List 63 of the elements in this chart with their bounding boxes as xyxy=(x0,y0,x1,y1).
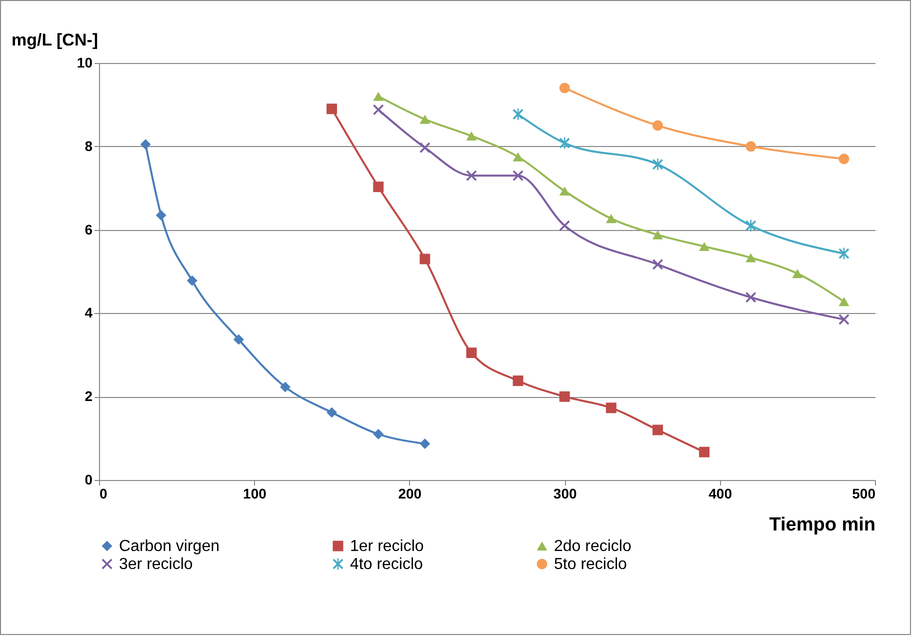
point xyxy=(512,376,524,386)
legend-label: Carbon virgen xyxy=(119,538,220,555)
point xyxy=(280,382,290,392)
point xyxy=(838,314,850,325)
point xyxy=(746,220,756,232)
legend-label: 4to reciclo xyxy=(350,556,424,573)
point xyxy=(373,182,384,192)
point xyxy=(420,114,430,124)
point xyxy=(559,391,570,402)
point xyxy=(746,141,756,152)
y-tick-label: 0 xyxy=(84,472,93,488)
point xyxy=(838,296,850,306)
point xyxy=(559,220,570,231)
point xyxy=(559,186,570,196)
point xyxy=(466,348,477,358)
y-tick-label: 6 xyxy=(84,221,93,238)
point xyxy=(186,275,198,286)
point xyxy=(373,428,384,440)
point xyxy=(233,334,244,345)
point xyxy=(606,402,616,414)
x-tick-label: 0 xyxy=(100,486,108,502)
point xyxy=(156,210,166,220)
point xyxy=(699,446,710,458)
point xyxy=(140,139,151,150)
y-axis-title: mg/L [CN-] xyxy=(12,30,98,50)
point xyxy=(512,108,524,120)
point xyxy=(559,82,570,94)
x-tick-label: 100 xyxy=(243,486,267,502)
legend-label: 2do reciclo xyxy=(554,538,632,555)
x-tick-label: 500 xyxy=(852,486,876,502)
point xyxy=(838,154,850,164)
point xyxy=(792,269,803,278)
point xyxy=(420,142,430,153)
x-tick-label: 400 xyxy=(708,486,732,502)
legend-label: 3er reciclo xyxy=(119,556,193,573)
point xyxy=(652,120,663,131)
point xyxy=(466,131,477,141)
point xyxy=(746,292,756,303)
y-tick-label: 2 xyxy=(84,388,93,404)
point xyxy=(420,438,430,449)
point xyxy=(373,92,384,101)
point xyxy=(606,214,616,224)
x-tick-label: 200 xyxy=(398,486,422,502)
x-tick-label: 300 xyxy=(553,486,577,502)
point xyxy=(512,152,524,162)
x-axis-title: Tiempo min xyxy=(769,514,876,536)
point xyxy=(373,104,384,115)
y-tick-label: 8 xyxy=(84,138,93,154)
point xyxy=(652,158,663,170)
point xyxy=(652,424,663,436)
point xyxy=(326,407,338,418)
point xyxy=(746,253,756,262)
point xyxy=(512,170,524,181)
point xyxy=(326,104,338,114)
point xyxy=(466,170,477,181)
point xyxy=(420,254,430,264)
point xyxy=(699,242,710,252)
point xyxy=(652,259,663,270)
point xyxy=(652,230,663,240)
y-tick-label: 10 xyxy=(76,54,93,70)
legend-label: 5to reciclo xyxy=(554,556,628,573)
legend-label: 1er reciclo xyxy=(350,538,424,555)
y-tick-label: 4 xyxy=(84,304,93,321)
